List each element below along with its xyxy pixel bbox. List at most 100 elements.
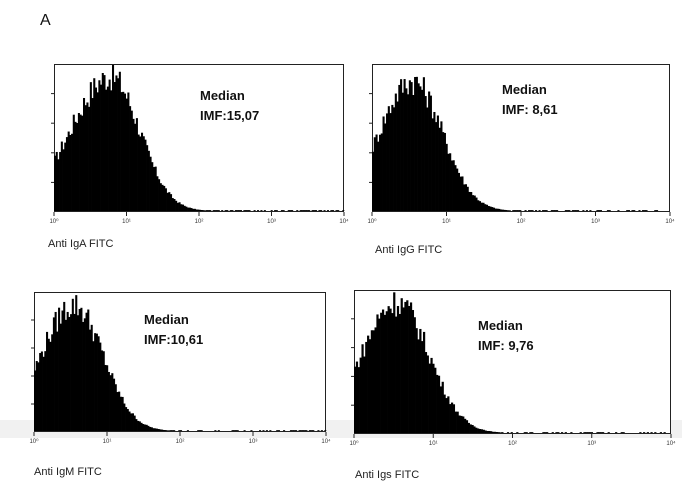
histogram-bar [46, 331, 49, 431]
histogram-bar [542, 210, 545, 211]
histogram-bar [384, 123, 387, 211]
histogram-bar [654, 210, 657, 211]
histogram-bar [493, 431, 497, 433]
histogram-bar [231, 430, 234, 431]
x-tick-label: 10² [176, 439, 185, 445]
histogram-bar [109, 375, 112, 431]
histogram-bar [100, 84, 103, 211]
histogram-bar [482, 429, 485, 433]
histogram-bar [588, 432, 592, 433]
histogram-bar [531, 432, 534, 433]
histogram-bar [456, 168, 459, 211]
histogram-bar [71, 133, 74, 211]
histogram-bar [528, 210, 531, 211]
histogram-bar [166, 192, 169, 211]
histogram-bar [308, 210, 311, 211]
histogram-bar [478, 201, 482, 211]
histogram-bar [298, 430, 301, 431]
histogram-bar [47, 338, 50, 431]
histogram-bar [389, 113, 392, 211]
histogram-bar [312, 430, 315, 431]
histogram-bar [596, 432, 599, 433]
histogram-bar [180, 430, 183, 431]
histogram-bar [61, 310, 64, 431]
x-tick-label: 10³ [267, 219, 276, 225]
histogram-bar [301, 210, 304, 211]
histogram-bar [480, 429, 484, 433]
histogram-bar [491, 207, 494, 211]
histogram-bar [383, 314, 387, 433]
histogram-bar [164, 188, 167, 211]
histogram-bar [300, 430, 303, 431]
histogram-bar [120, 92, 123, 211]
histogram-bar [513, 210, 517, 211]
histogram-bar [557, 432, 560, 433]
histogram-bar [357, 367, 360, 433]
histogram-bar [260, 210, 263, 211]
histogram-bar [305, 430, 308, 431]
histogram-bar [74, 121, 77, 211]
histogram-bar [236, 430, 239, 431]
histogram-bar [97, 336, 100, 431]
histogram-bar [376, 314, 379, 433]
histogram-bar [178, 202, 181, 211]
histogram-bar [164, 430, 167, 431]
histogram-bar [119, 396, 122, 431]
histogram-bar [626, 210, 629, 211]
histogram-bar [596, 210, 599, 211]
histogram-bar [379, 134, 382, 211]
histogram-bar [238, 210, 241, 211]
histogram-bar [93, 78, 96, 212]
histogram-bar [197, 430, 200, 431]
histogram-bar [118, 391, 121, 431]
histogram-bar [76, 315, 80, 431]
histogram-bar [151, 162, 154, 211]
histogram-bar [602, 432, 605, 433]
histogram-bar [59, 323, 62, 431]
histogram-bar [508, 210, 511, 211]
histogram-bar [361, 344, 364, 433]
histogram-bar [207, 210, 210, 211]
histogram-bar [484, 204, 487, 211]
histogram-bar [564, 210, 567, 211]
x-tick-label: 10² [195, 219, 204, 225]
x-tick-label: 10⁰ [349, 440, 359, 447]
histogram-bar [125, 98, 128, 211]
histogram-bar [477, 428, 480, 433]
histogram-bar [466, 186, 469, 211]
histogram-bar [400, 79, 403, 212]
histogram-bar [243, 430, 246, 431]
histogram-bar [459, 176, 462, 211]
histogram-bar [103, 75, 106, 211]
histogram-bar [236, 210, 239, 211]
histogram-bar [226, 210, 229, 211]
histogram-bar [171, 430, 174, 431]
histogram-bar [571, 210, 574, 211]
histogram-bar [633, 210, 636, 211]
histogram-bar [59, 152, 62, 211]
histogram-bar [450, 160, 453, 211]
histogram-bar [80, 307, 83, 431]
histogram-bar [501, 432, 504, 433]
histogram-bar [370, 330, 373, 433]
histogram-bar [106, 365, 109, 431]
histogram-bar [315, 210, 318, 211]
histogram-bar [387, 106, 390, 211]
histogram-bar [529, 210, 532, 211]
histogram-bar [323, 210, 326, 211]
x-tick-label: 10⁴ [666, 440, 676, 447]
histogram-bar [332, 210, 335, 211]
histogram-bar [372, 151, 375, 211]
histogram-bar [121, 396, 124, 431]
histogram-bar [52, 317, 55, 431]
histogram-bar [501, 209, 504, 211]
histogram-bar [445, 143, 448, 211]
histogram-bar [317, 430, 320, 431]
histogram-bar [568, 210, 571, 211]
histogram-bar [641, 210, 645, 211]
histogram-bar [73, 313, 76, 431]
histogram-bar [471, 195, 475, 211]
histogram-iga-svg: 10⁰ 10¹ 10² 10³ 10⁴ Median IMF:15,07 [49, 64, 349, 225]
histogram-bar [147, 150, 150, 211]
histogram-bar [646, 432, 649, 433]
